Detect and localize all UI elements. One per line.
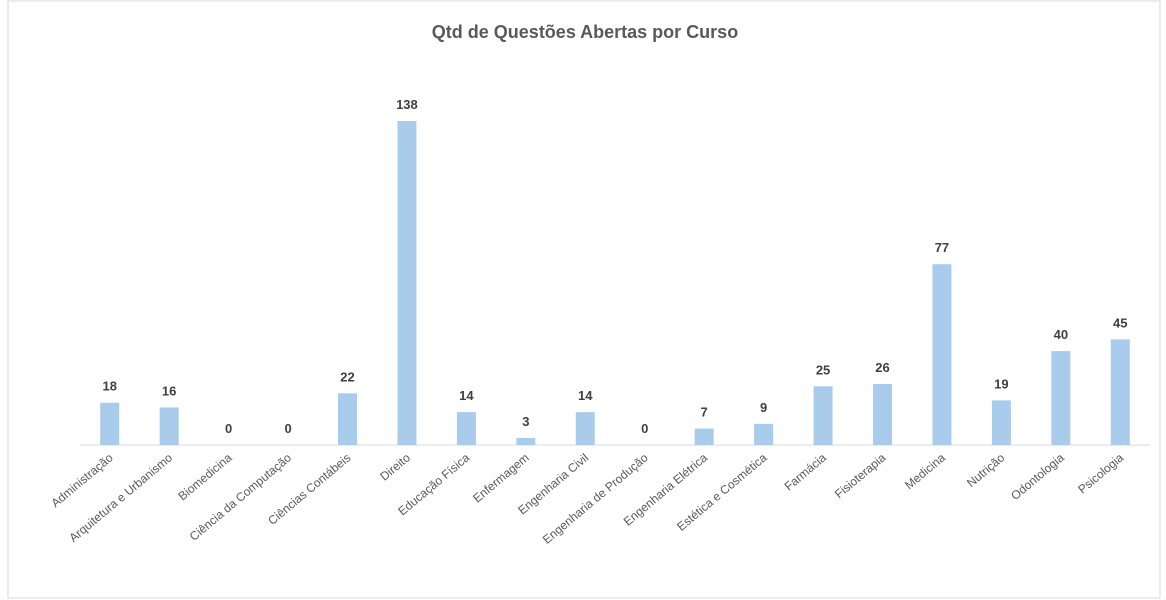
bar — [754, 423, 774, 445]
value-label: 0 — [284, 421, 291, 436]
bar — [338, 393, 357, 445]
value-label: 19 — [994, 376, 1008, 391]
bar — [397, 121, 417, 445]
chart-border — [7, 0, 1161, 599]
value-label: 3 — [522, 414, 529, 429]
bar — [932, 264, 952, 445]
bar — [575, 412, 595, 445]
bar — [456, 412, 476, 445]
bar — [159, 407, 179, 445]
value-label: 25 — [816, 362, 830, 377]
value-label: 138 — [396, 97, 418, 112]
bar — [100, 402, 120, 445]
value-label: 9 — [760, 400, 767, 415]
bar — [991, 400, 1011, 445]
value-label: 16 — [162, 383, 176, 398]
value-label: 40 — [1054, 327, 1068, 342]
value-label: 45 — [1113, 315, 1127, 330]
value-label: 14 — [578, 388, 593, 403]
chart-title: Qtd de Questões Abertas por Curso — [432, 22, 738, 42]
value-label: 22 — [340, 369, 354, 384]
value-label: 7 — [701, 405, 708, 420]
bar — [1051, 351, 1071, 445]
bar — [1110, 339, 1130, 445]
value-label: 26 — [875, 360, 889, 375]
bar — [516, 437, 536, 445]
value-label: 0 — [225, 421, 232, 436]
bar — [694, 428, 714, 445]
bar — [873, 383, 892, 445]
bar — [813, 386, 833, 445]
value-label: 18 — [102, 379, 116, 394]
value-label: 14 — [459, 388, 474, 403]
value-label: 0 — [641, 421, 648, 436]
value-label: 77 — [935, 240, 949, 255]
